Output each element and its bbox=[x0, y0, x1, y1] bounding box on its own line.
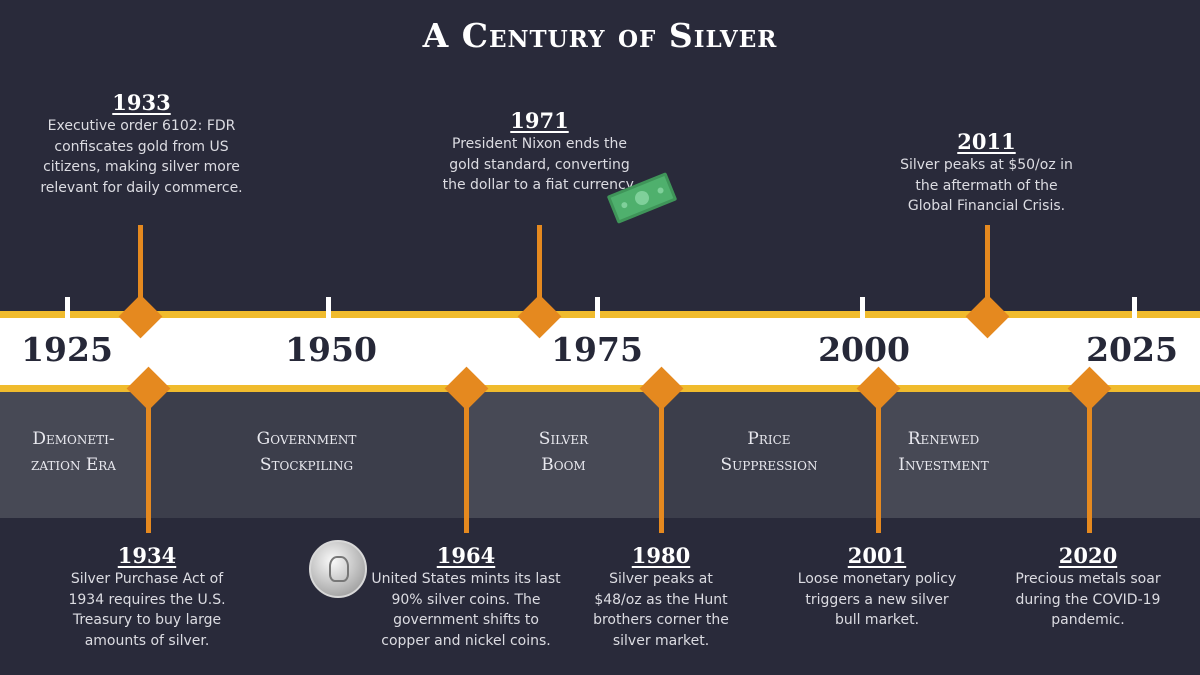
era-label: Silver Boom bbox=[538, 429, 589, 475]
event-text: Precious metals soar during the COVID-19… bbox=[1015, 571, 1161, 628]
era-silver-boom: Silver Boom bbox=[466, 392, 661, 518]
event-year: 1964 bbox=[436, 543, 496, 568]
event-text: President Nixon ends the gold standard, … bbox=[442, 136, 637, 193]
event-1980: 1980 Silver peaks at $48/oz as the Hunt … bbox=[586, 543, 736, 651]
event-year: 2020 bbox=[1058, 543, 1118, 568]
era-label: Price Suppression bbox=[720, 429, 818, 475]
stem-1971 bbox=[537, 225, 542, 316]
stem-2020 bbox=[1087, 388, 1092, 533]
event-year: 1971 bbox=[510, 108, 569, 133]
silver-quarter-coin-icon bbox=[309, 540, 367, 598]
event-text: Silver Purchase Act of 1934 requires the… bbox=[68, 571, 226, 649]
page-title: A Century of Silver bbox=[422, 16, 778, 55]
stem-1933 bbox=[138, 225, 143, 316]
event-1933: 1933 Executive order 6102: FDR confiscat… bbox=[34, 90, 249, 198]
era-label: Renewed Investment bbox=[898, 429, 989, 475]
stem-1980 bbox=[659, 388, 664, 533]
event-text: Silver peaks at $48/oz as the Hunt broth… bbox=[593, 571, 729, 649]
event-2020: 2020 Precious metals soar during the COV… bbox=[1003, 543, 1173, 631]
era-label: Government Stockpiling bbox=[256, 429, 357, 475]
event-year: 2001 bbox=[847, 543, 907, 568]
era-label: Demoneti- zation Era bbox=[31, 429, 116, 475]
event-2011: 2011 Silver peaks at $50/oz in the after… bbox=[894, 129, 1079, 217]
tick-1975 bbox=[595, 297, 600, 318]
stem-1964 bbox=[464, 388, 469, 533]
stem-1934 bbox=[146, 388, 151, 533]
event-1934: 1934 Silver Purchase Act of 1934 require… bbox=[62, 543, 232, 651]
era-government-stockpiling: Government Stockpiling bbox=[147, 392, 466, 518]
event-text: Silver peaks at $50/oz in the aftermath … bbox=[900, 157, 1073, 214]
tick-1925 bbox=[65, 297, 70, 318]
event-text: Loose monetary policy triggers a new sil… bbox=[797, 571, 957, 628]
event-text: Executive order 6102: FDR confiscates go… bbox=[40, 118, 243, 196]
event-1971: 1971 President Nixon ends the gold stand… bbox=[437, 108, 642, 196]
decade-label: 1925 bbox=[21, 330, 113, 369]
tick-2025 bbox=[1132, 297, 1137, 318]
timeline-bottom-border bbox=[0, 385, 1200, 392]
decade-label: 2000 bbox=[818, 330, 910, 369]
era-price-suppression: Price Suppression bbox=[661, 392, 877, 518]
decade-label: 1950 bbox=[285, 330, 377, 369]
event-2001: 2001 Loose monetary policy triggers a ne… bbox=[792, 543, 962, 631]
event-text: United States mints its last 90% silver … bbox=[371, 571, 561, 649]
decade-label: 1975 bbox=[551, 330, 643, 369]
tick-1950 bbox=[326, 297, 331, 318]
tick-2000 bbox=[860, 297, 865, 318]
stem-2011 bbox=[985, 225, 990, 316]
timeline-band bbox=[0, 318, 1200, 385]
stem-2001 bbox=[876, 388, 881, 533]
event-year: 1980 bbox=[631, 543, 691, 568]
timeline-top-border bbox=[0, 311, 1200, 318]
event-year: 2011 bbox=[957, 129, 1016, 154]
decade-label: 2025 bbox=[1086, 330, 1178, 369]
event-year: 1933 bbox=[112, 90, 171, 115]
event-year: 1934 bbox=[117, 543, 177, 568]
event-1964: 1964 United States mints its last 90% si… bbox=[371, 543, 561, 651]
era-renewed-investment: Renewed Investment bbox=[877, 392, 1200, 518]
era-demonetization: Demoneti- zation Era bbox=[0, 392, 147, 518]
